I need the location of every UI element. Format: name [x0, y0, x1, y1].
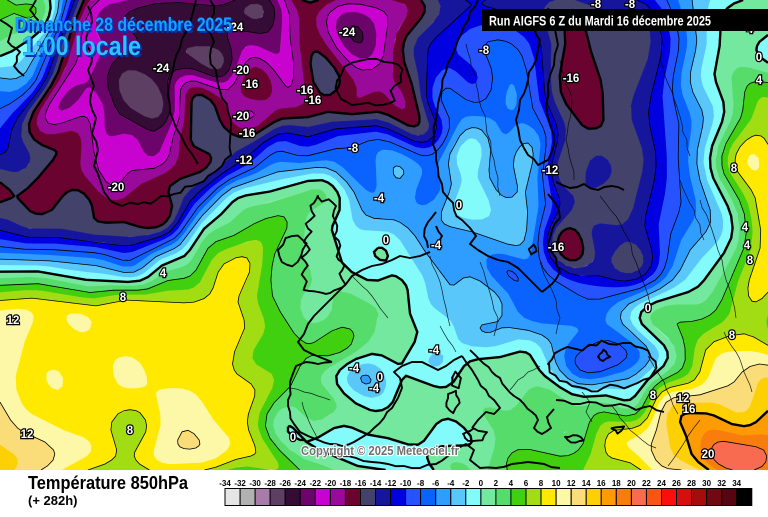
svg-text:-4: -4 — [369, 383, 380, 395]
svg-text:32: 32 — [717, 479, 726, 488]
svg-text:Run AIGFS 6 Z du Mardi 16 déce: Run AIGFS 6 Z du Mardi 16 décembre 2025 — [489, 13, 711, 29]
svg-text:12: 12 — [7, 315, 20, 327]
svg-text:-16: -16 — [548, 242, 565, 254]
svg-text:20: 20 — [702, 449, 715, 461]
svg-text:Copyright © 2025 Meteociel.fr: Copyright © 2025 Meteociel.fr — [301, 443, 459, 458]
svg-text:-30: -30 — [249, 479, 261, 488]
svg-text:4: 4 — [160, 268, 167, 280]
svg-text:8: 8 — [729, 330, 736, 342]
svg-text:2: 2 — [494, 479, 499, 488]
svg-text:-16: -16 — [239, 128, 256, 140]
svg-text:-12: -12 — [236, 155, 253, 167]
svg-text:Température 850hPa: Température 850hPa — [28, 473, 189, 493]
svg-text:16: 16 — [597, 479, 606, 488]
svg-text:12: 12 — [567, 479, 576, 488]
svg-text:-26: -26 — [279, 479, 291, 488]
svg-text:26: 26 — [672, 479, 681, 488]
svg-text:0: 0 — [756, 52, 762, 64]
svg-text:0: 0 — [645, 303, 651, 315]
svg-text:6: 6 — [524, 479, 529, 488]
svg-text:-24: -24 — [227, 22, 244, 34]
svg-text:0: 0 — [479, 479, 484, 488]
svg-text:-16: -16 — [297, 85, 314, 97]
svg-text:-20: -20 — [233, 65, 250, 77]
svg-text:14: 14 — [582, 479, 591, 488]
svg-text:0: 0 — [383, 235, 389, 247]
svg-text:-20: -20 — [108, 182, 125, 194]
svg-text:16: 16 — [683, 404, 696, 416]
svg-text:-8: -8 — [479, 45, 490, 57]
svg-text:20: 20 — [627, 479, 636, 488]
svg-text:-22: -22 — [310, 479, 322, 488]
svg-text:12: 12 — [677, 393, 690, 405]
svg-text:-20: -20 — [325, 479, 337, 488]
svg-text:-12: -12 — [385, 479, 397, 488]
svg-text:30: 30 — [702, 479, 711, 488]
svg-text:18: 18 — [612, 479, 621, 488]
svg-text:-10: -10 — [400, 479, 412, 488]
svg-text:-20: -20 — [233, 111, 250, 123]
svg-text:-4: -4 — [374, 193, 385, 205]
svg-text:-34: -34 — [219, 479, 231, 488]
svg-text:-24: -24 — [153, 63, 170, 75]
svg-text:24: 24 — [657, 479, 666, 488]
svg-text:-16: -16 — [563, 73, 580, 85]
svg-text:8: 8 — [120, 292, 127, 304]
svg-text:-8: -8 — [348, 143, 359, 155]
svg-text:(+ 282h): (+ 282h) — [28, 493, 78, 508]
svg-text:-8: -8 — [417, 479, 425, 488]
svg-text:-4: -4 — [429, 345, 440, 357]
svg-text:-4: -4 — [349, 363, 360, 375]
svg-text:8: 8 — [539, 479, 544, 488]
svg-text:-6: -6 — [432, 479, 440, 488]
svg-text:1:00 locale: 1:00 locale — [22, 31, 141, 61]
svg-text:-16: -16 — [355, 479, 367, 488]
svg-text:12: 12 — [21, 429, 34, 441]
svg-text:8: 8 — [127, 425, 134, 437]
svg-text:Dimanche 28 décembre 2025: Dimanche 28 décembre 2025 — [15, 15, 232, 36]
svg-text:4: 4 — [742, 222, 749, 234]
svg-text:-4: -4 — [431, 240, 442, 252]
svg-text:-4: -4 — [447, 479, 455, 488]
svg-text:28: 28 — [687, 479, 696, 488]
svg-text:-2: -2 — [462, 479, 470, 488]
svg-text:-32: -32 — [234, 479, 246, 488]
svg-text:0: 0 — [377, 372, 383, 384]
svg-text:-14: -14 — [370, 479, 382, 488]
svg-text:-24: -24 — [294, 479, 306, 488]
svg-text:1:00 locale: 1:00 locale — [24, 33, 143, 63]
svg-text:0: 0 — [290, 432, 296, 444]
svg-text:8: 8 — [747, 255, 754, 267]
svg-text:-16: -16 — [242, 79, 259, 91]
svg-text:22: 22 — [642, 479, 651, 488]
svg-text:8: 8 — [650, 390, 657, 402]
svg-text:8: 8 — [731, 163, 738, 175]
svg-text:-18: -18 — [340, 479, 352, 488]
svg-text:4: 4 — [756, 75, 763, 87]
svg-text:-16: -16 — [305, 95, 322, 107]
svg-text:Dimanche 28 décembre 2025: Dimanche 28 décembre 2025 — [17, 17, 234, 38]
svg-text:-12: -12 — [542, 165, 559, 177]
svg-text:0: 0 — [456, 200, 462, 212]
svg-text:4: 4 — [509, 479, 514, 488]
svg-text:4: 4 — [744, 240, 751, 252]
svg-text:34: 34 — [732, 479, 741, 488]
svg-text:10: 10 — [552, 479, 561, 488]
svg-text:-24: -24 — [339, 27, 356, 39]
svg-text:-28: -28 — [264, 479, 276, 488]
